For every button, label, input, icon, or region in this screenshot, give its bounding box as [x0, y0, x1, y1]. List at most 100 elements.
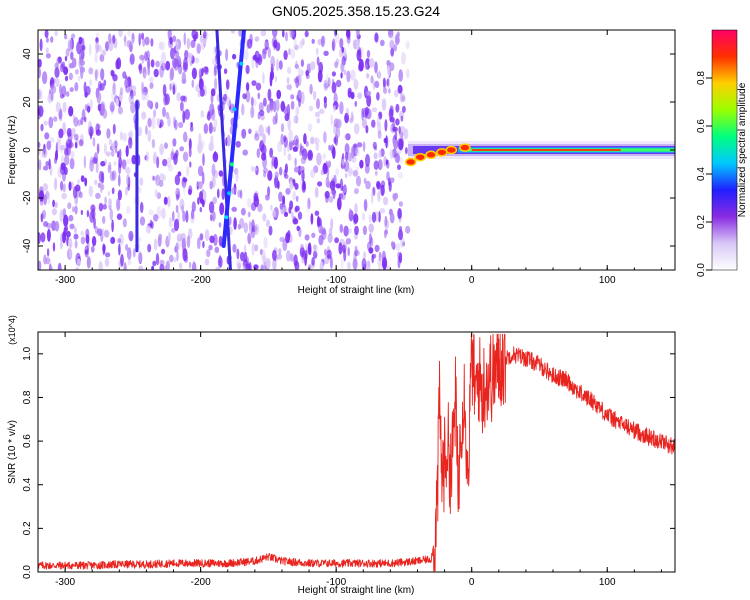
noise-cell: [289, 180, 293, 190]
noise-cell: [172, 115, 177, 127]
noise-cell: [345, 238, 351, 245]
noise-cell: [191, 67, 197, 80]
noise-cell: [351, 114, 355, 124]
noise-cell: [40, 212, 44, 219]
noise-cell: [64, 55, 68, 62]
noise-cell: [199, 233, 204, 241]
noise-cell: [329, 256, 333, 269]
noise-cell: [173, 218, 180, 232]
noise-cell: [333, 105, 336, 113]
noise-cell: [262, 72, 265, 84]
noise-cell: [180, 101, 184, 112]
noise-cell: [151, 116, 156, 130]
noise-cell: [247, 197, 252, 208]
noise-cell: [385, 159, 389, 166]
noise-cell: [208, 142, 214, 152]
noise-cell: [258, 124, 264, 137]
noise-cell: [211, 176, 216, 188]
noise-cell: [167, 195, 171, 208]
noise-cell: [81, 44, 86, 51]
noise-cell: [50, 36, 54, 43]
noise-cell: [393, 89, 399, 98]
noise-cell: [122, 219, 126, 227]
noise-cell: [379, 39, 385, 47]
noise-cell: [108, 161, 112, 170]
noise-cell: [164, 142, 168, 149]
noise-cell: [117, 150, 120, 158]
noise-cell: [274, 75, 278, 83]
noise-cell: [262, 157, 267, 169]
noise-cell: [183, 32, 187, 46]
noise-cell: [354, 245, 358, 257]
noise-cell: [359, 159, 364, 169]
noise-cell: [397, 208, 402, 220]
noise-cell: [258, 102, 264, 112]
y-tick-label: 20: [22, 96, 33, 108]
noise-cell: [69, 223, 75, 230]
noise-cell: [280, 133, 284, 145]
y-tick-label: 0.2: [22, 521, 33, 535]
noise-cell: [270, 101, 274, 113]
noise-cell: [251, 80, 257, 86]
noise-cell: [147, 99, 152, 108]
noise-cell: [283, 50, 288, 61]
noise-cell: [122, 218, 127, 228]
noise-cell: [221, 188, 225, 201]
noise-cell: [212, 126, 216, 133]
noise-cell: [212, 151, 219, 163]
noise-cell: [328, 195, 334, 203]
noise-cell: [93, 216, 96, 229]
noise-cell: [171, 227, 176, 233]
noise-cell: [118, 148, 122, 159]
noise-cell: [54, 221, 60, 232]
y-tick-label: 0.6: [22, 434, 33, 448]
noise-cell: [165, 60, 171, 71]
noise-cell: [405, 147, 408, 155]
noise-cell: [62, 183, 66, 193]
noise-cell: [372, 141, 377, 150]
noise-cell: [46, 228, 51, 242]
noise-cell: [162, 158, 168, 167]
chart-title: GN05.2025.358.15.23.G24: [272, 3, 440, 19]
noise-cell: [394, 153, 400, 164]
noise-cell: [400, 115, 404, 122]
noise-cell: [361, 108, 364, 121]
noise-cell: [263, 171, 267, 178]
noise-cell: [162, 174, 166, 182]
noise-cell: [68, 106, 74, 117]
noise-cell: [206, 249, 211, 258]
noise-cell: [74, 205, 78, 215]
noise-cell: [237, 262, 242, 270]
noise-cell: [99, 54, 105, 62]
noise-cell: [102, 215, 106, 224]
noise-cell: [269, 73, 273, 87]
noise-cell: [398, 252, 403, 264]
y-tick-label: 40: [22, 48, 33, 60]
noise-cell: [333, 92, 338, 106]
noise-cell: [77, 119, 82, 127]
noise-cell: [131, 85, 137, 92]
noise-cell: [180, 95, 186, 102]
noise-cell: [383, 196, 389, 206]
noise-cell: [374, 80, 380, 88]
noise-cell: [60, 180, 64, 191]
noise-cell: [199, 140, 205, 149]
noise-cell: [255, 82, 262, 91]
noise-cell: [331, 38, 336, 51]
noise-cell: [175, 204, 179, 214]
noise-cell: [294, 182, 299, 190]
noise-cell: [149, 82, 154, 89]
noise-cell: [88, 185, 94, 197]
noise-cell: [79, 58, 84, 66]
noise-cell: [389, 212, 395, 224]
noise-cell: [199, 206, 203, 213]
noise-cell: [368, 214, 372, 223]
noise-cell: [401, 95, 406, 102]
noise-cell: [288, 129, 294, 143]
noise-cell: [191, 201, 196, 213]
noise-cell: [55, 150, 58, 161]
noise-cell: [272, 258, 277, 270]
noise-cell: [366, 50, 371, 58]
noise-cell: [47, 93, 53, 104]
noise-cell: [393, 138, 399, 150]
